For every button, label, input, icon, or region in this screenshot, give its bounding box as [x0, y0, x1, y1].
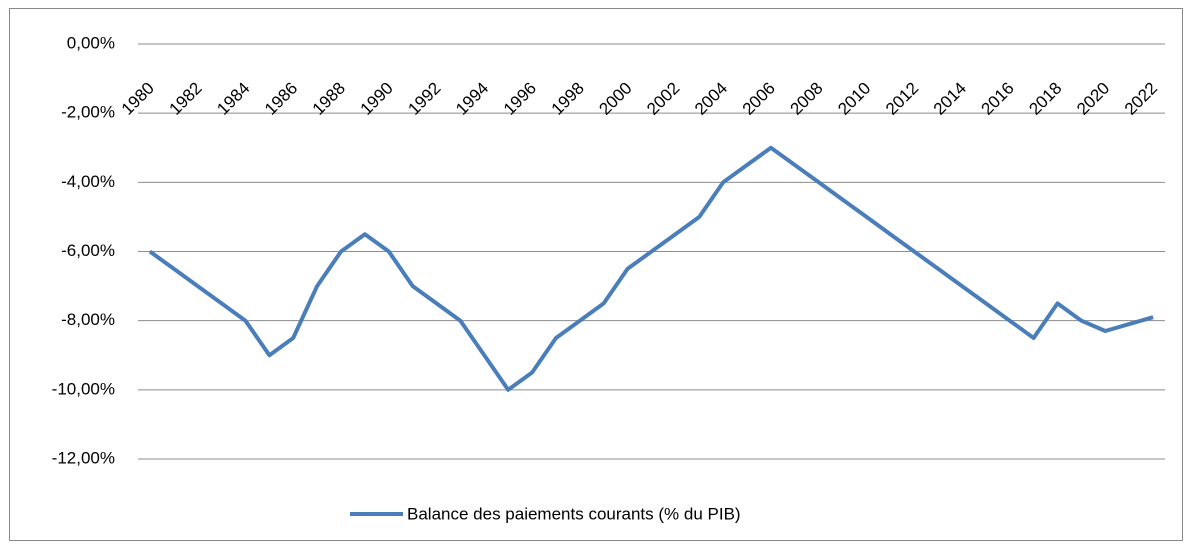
y-tick-label: -12,00% — [52, 448, 115, 467]
y-tick-label: 0,00% — [67, 33, 115, 52]
y-tick-label: -2,00% — [61, 103, 115, 122]
chart-frame — [9, 8, 1183, 541]
y-tick-label: -4,00% — [61, 172, 115, 191]
y-tick-label: -10,00% — [52, 379, 115, 398]
y-tick-label: -8,00% — [61, 310, 115, 329]
data-line — [148, 145, 1154, 392]
legend-label: Balance des paiements courants (% du PIB… — [407, 504, 741, 523]
y-tick-label: -6,00% — [61, 241, 115, 260]
